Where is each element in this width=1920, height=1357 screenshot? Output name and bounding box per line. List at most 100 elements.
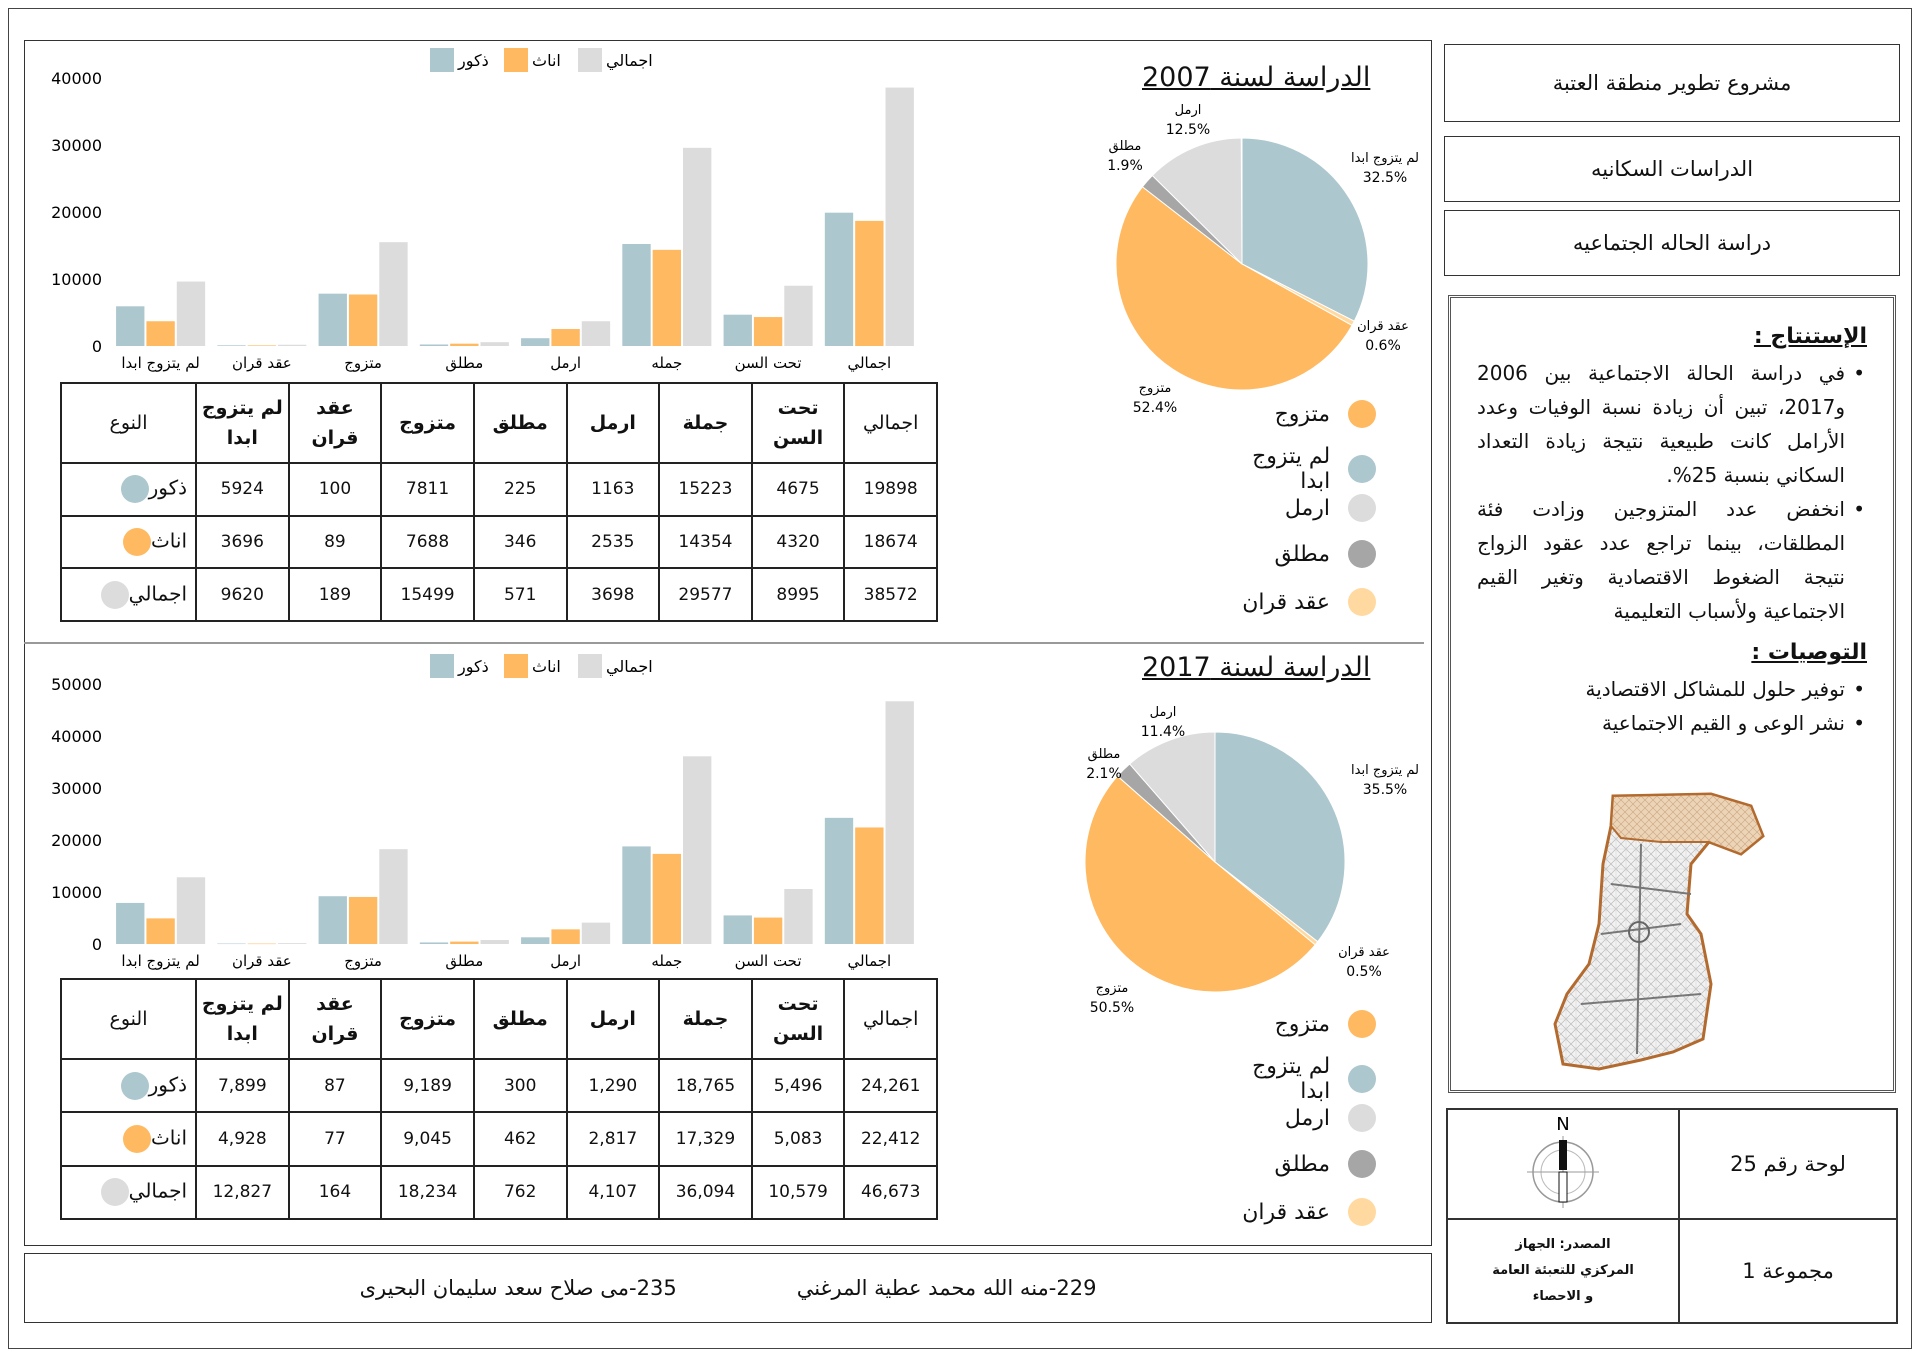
table-row-label: اجمالي	[60, 1164, 197, 1221]
y-tick-label: 30000	[51, 136, 102, 155]
table-row: 22,412 5,083 17,329 2,817 462 9,045 77 4,928 انا…	[60, 1111, 938, 1167]
table-cell: 36,094	[658, 1164, 753, 1221]
table-cell: 22,412	[843, 1111, 938, 1167]
bar-chart-2007: 0 10000 20000 30000 40000 لم يتزوج ابدا عقد قر…	[51, 48, 914, 373]
data-table-2007: اجمالي تحت السن جملة ارمل مطلق متزوج عقد قران ل…	[60, 382, 938, 622]
bar	[116, 306, 145, 346]
table-cell: 46,673	[843, 1164, 938, 1221]
section-divider	[24, 642, 1424, 644]
legend-dot	[1348, 1065, 1376, 1093]
table-header-cell: تحت السن	[750, 382, 846, 464]
y-tick-label: 40000	[51, 727, 102, 746]
pie-slice-label: لم يتزوج ابدا	[1351, 763, 1419, 778]
pie-slice	[1151, 137, 1243, 266]
x-tick-label: ارمل	[550, 354, 581, 372]
table-header-cell: ارمل	[565, 382, 661, 464]
table-header-cell: مطلق	[472, 978, 568, 1060]
table-cell: 9,045	[380, 1111, 475, 1167]
table-cell: 346	[472, 514, 568, 570]
bar	[379, 849, 408, 944]
group-number: مجموعة 1	[1679, 1219, 1897, 1323]
legend-label: ذكور	[457, 657, 489, 677]
bar	[683, 756, 712, 944]
pie-slice-pct: 12.5%	[1166, 122, 1210, 138]
bar	[419, 344, 449, 346]
pie-slice	[1128, 731, 1216, 864]
y-tick-label: 20000	[51, 831, 102, 850]
legend-dot	[1348, 588, 1376, 616]
bar	[723, 314, 752, 346]
row-label-text: اجمالي	[128, 581, 187, 606]
y-tick-label: 0	[92, 337, 102, 356]
x-tick-label: متزوج	[344, 354, 382, 373]
bar	[855, 827, 884, 944]
bar	[348, 294, 378, 346]
table-row-label: اناث	[60, 514, 197, 570]
table-cell: 2535	[565, 514, 661, 570]
pie-chart-2017: لم يتزوج ابدا 35.5% عقد قران 0.5% متزوج 50.5%…	[1084, 705, 1419, 1016]
x-tick-label: عقد قران	[232, 952, 292, 970]
table-cell: 14354	[658, 514, 753, 570]
bar	[480, 940, 509, 944]
x-tick-label: اجمالي	[847, 354, 891, 373]
conclusion-point: انخفض عدد المتزوجين وزادت فئة المطلقات، …	[1477, 492, 1867, 628]
bar	[885, 701, 914, 944]
conclusion-list: في دراسة الحالة الاجتماعية بين 2006 و201…	[1477, 356, 1867, 628]
table-cell: 8995	[750, 567, 846, 622]
table-header-cell: النوع	[60, 382, 197, 464]
pie-slice-pct: 0.5%	[1346, 964, 1382, 980]
bar	[622, 846, 651, 944]
legend-label: اجمالي	[606, 657, 653, 677]
table-cell: 15223	[658, 462, 753, 517]
x-tick-label: جمله	[651, 354, 682, 372]
project-title: مشروع تطوير منطقة العتبة	[1444, 44, 1900, 122]
table-header-cell: جملة	[658, 382, 753, 464]
table-cell: 19898	[843, 462, 938, 517]
table-cell: 24,261	[843, 1057, 938, 1114]
bar	[348, 896, 378, 944]
table-cell: 77	[287, 1111, 383, 1167]
bar-legend: ذكور اناث اجمالي	[430, 48, 653, 72]
legend-swatch	[578, 48, 602, 72]
y-tick-label: 50000	[51, 675, 102, 694]
board-number: لوحة رقم 25	[1679, 1109, 1897, 1219]
pie-legend-item: لم يتزوج ابدا	[1216, 444, 1376, 494]
bar	[419, 942, 449, 944]
bar	[521, 937, 550, 944]
table-header-cell: النوع	[60, 978, 197, 1060]
bar	[176, 281, 206, 346]
table-cell: 29577	[658, 567, 753, 622]
pie-slice-label: مطلق	[1088, 747, 1121, 762]
pie-slice-pct: 52.4%	[1133, 400, 1177, 416]
pie-title-2007: الدراسة لسنة 2007	[1142, 62, 1371, 93]
pie-legend-item: مطلق	[1216, 540, 1376, 568]
pie-slice-pct: 0.6%	[1365, 338, 1401, 354]
table-cell: 1163	[565, 462, 661, 517]
pie-legend-item: مطلق	[1216, 1150, 1376, 1178]
student-2: 235-مى صلاح سعد سليمان البحيرى	[359, 1276, 677, 1300]
table-cell: 5,083	[750, 1111, 846, 1167]
pie-legend-item: متزوج	[1216, 400, 1376, 428]
row-label-text: اناث	[150, 528, 187, 553]
table-cell: 3698	[565, 567, 661, 622]
table-cell: 762	[472, 1164, 568, 1221]
bar	[318, 293, 347, 346]
table-header-cell: اجمالي	[843, 382, 938, 464]
table-header-cell: ارمل	[565, 978, 661, 1060]
x-tick-label: اجمالي	[847, 952, 891, 971]
table-header-row: اجمالي تحت السن جملة ارمل مطلق متزوج عقد قران ل…	[60, 382, 938, 464]
pie-slice	[1241, 137, 1369, 322]
bar	[450, 343, 479, 346]
table-header-cell: عقد قران	[287, 382, 383, 464]
legend-dot	[1348, 455, 1376, 483]
table-cell: 4,107	[565, 1164, 661, 1221]
legend-label: ارمل	[1284, 495, 1330, 521]
bar	[551, 929, 580, 944]
subsection-title: دراسة الحاله الجتماعيه	[1444, 210, 1900, 276]
legend-label: عقد قران	[1242, 589, 1330, 615]
table-cell: 87	[287, 1057, 383, 1114]
legend-label: متزوج	[1274, 1011, 1330, 1037]
table-cell: 15499	[380, 567, 475, 622]
bar	[581, 922, 611, 944]
legend-swatch	[504, 654, 528, 678]
